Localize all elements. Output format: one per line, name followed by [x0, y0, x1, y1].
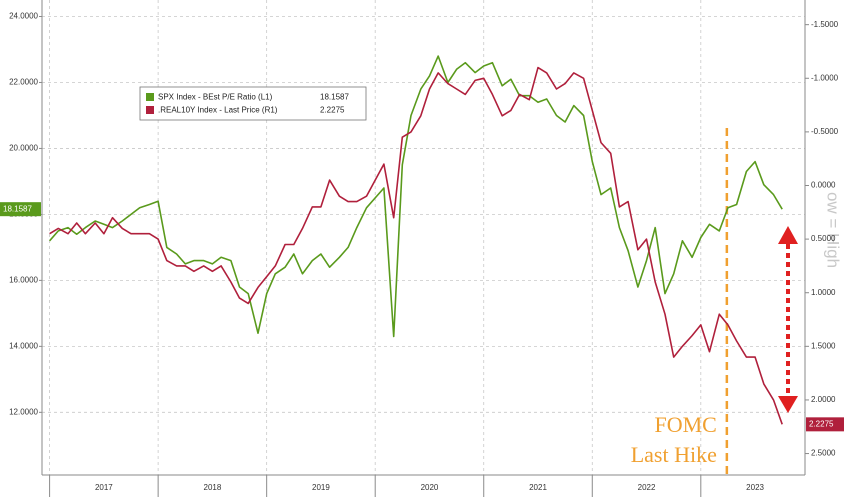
y-tick-label: 24.0000	[9, 12, 38, 21]
x-tick-label: 2022	[638, 483, 656, 492]
y2-tick-label: 1.0000	[811, 288, 836, 297]
y2-tick-label: -1.0000	[811, 73, 839, 82]
last-value-tag	[0, 202, 41, 217]
x-tick-label: 2023	[746, 483, 764, 492]
y2-tick-label: -1.5000	[811, 20, 839, 29]
y-tick-label: 12.0000	[9, 407, 38, 416]
last-value-tag	[806, 417, 844, 432]
annotation-text: Last Hike	[631, 442, 717, 467]
legend-label: .REAL10Y Index - Last Price (R1)	[158, 106, 278, 115]
y2-tick-label: 0.5000	[811, 234, 836, 243]
arrow-head-down	[778, 396, 798, 413]
y2-tick-label: 1.5000	[811, 341, 836, 350]
x-tick-label: 2020	[421, 483, 439, 492]
arrow-head-up	[778, 226, 798, 244]
red-arrow	[778, 226, 798, 413]
y-tick-label: 16.0000	[9, 275, 38, 284]
legend: SPX Index - BEst P/E Ratio (L1) 18.1587 …	[139, 86, 367, 121]
legend-swatch	[146, 106, 154, 114]
legend-box	[139, 86, 367, 121]
y2-tick-label: 2.5000	[811, 449, 836, 458]
series-line	[48, 55, 783, 338]
x-tick-label: 2021	[529, 483, 547, 492]
series-line	[49, 66, 783, 425]
legend-swatch	[146, 93, 154, 101]
legend-label: SPX Index - BEst P/E Ratio (L1)	[158, 93, 273, 102]
x-tick-label: 2017	[95, 483, 113, 492]
x-tick-label: 2018	[204, 483, 222, 492]
legend-value: 2.2275	[320, 106, 345, 115]
last-value-label: 2.2275	[809, 419, 834, 428]
y2-tick-label: 2.0000	[811, 395, 836, 404]
last-value-label: 18.1587	[3, 204, 32, 213]
y2-tick-label: -0.5000	[811, 127, 839, 136]
plot-area	[42, 0, 805, 475]
x-tick-label: 2019	[312, 483, 330, 492]
y2-tick-label: 0.0000	[811, 181, 836, 190]
side-note: ow = High	[824, 192, 843, 268]
y-tick-label: 20.0000	[9, 144, 38, 153]
annotation-text: FOMC	[654, 412, 716, 437]
legend-value: 18.1587	[320, 93, 349, 102]
y-tick-label: 22.0000	[9, 78, 38, 87]
y-tick-label: 14.0000	[9, 341, 38, 350]
